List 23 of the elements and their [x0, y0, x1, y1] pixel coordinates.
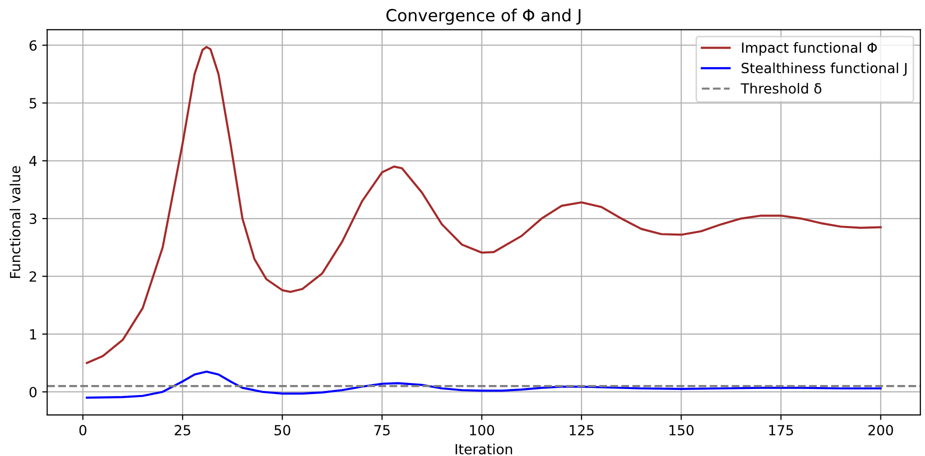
y-tick-label: 6	[30, 40, 37, 51]
x-axis-title: Iteration	[456, 444, 512, 454]
y-tick-label: 4	[29, 156, 37, 166]
x-tick-label: 125	[570, 424, 594, 436]
y-tick-label: 3	[30, 214, 36, 224]
line-series	[86, 370, 882, 399]
x-tick-label: 50	[274, 424, 290, 436]
legend-label: Impact functional Φ	[742, 42, 877, 56]
legend-label: Stealthiness functional J	[742, 62, 907, 76]
x-tick-label: 0	[79, 424, 86, 436]
y-tick-label: 0	[30, 386, 37, 398]
legend-label: Threshold δ	[740, 82, 822, 94]
y-tick-label: 5	[30, 98, 36, 108]
y-tick-label: 1	[30, 329, 36, 340]
x-tick-label: 100	[470, 424, 494, 436]
chart-title: Convergence of Φ and J	[386, 8, 580, 25]
x-tick-label: 150	[670, 424, 694, 436]
x-tick-label: 200	[868, 424, 894, 436]
x-tick-label: 75	[374, 425, 390, 436]
y-tick-label: 2	[30, 271, 36, 282]
x-tick-label: 175	[769, 425, 793, 436]
y-axis-title: Functional value	[10, 166, 20, 278]
x-tick-label: 25	[174, 424, 190, 436]
